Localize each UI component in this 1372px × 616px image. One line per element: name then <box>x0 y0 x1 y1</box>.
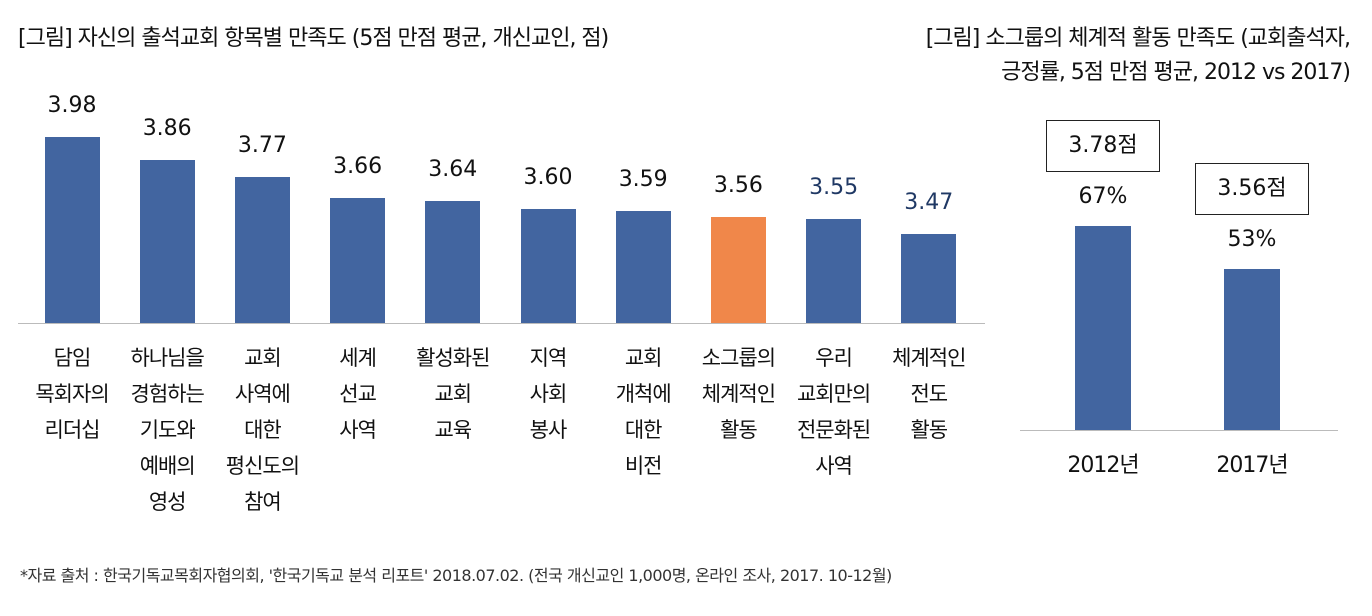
value-label: 3.64 <box>428 157 478 183</box>
category-label: 체계적인 전도 활동 <box>892 346 966 442</box>
bar <box>139 159 195 323</box>
value-label: 53% <box>1227 226 1277 252</box>
bar <box>330 197 386 323</box>
bar <box>44 136 100 323</box>
left-x-axis <box>18 323 985 324</box>
category-label: 2012년 <box>1067 453 1139 478</box>
value-label: 3.86 <box>142 115 192 141</box>
category-label: 담임 목회자의 리더십 <box>35 346 109 442</box>
category-label: 2017년 <box>1216 453 1288 478</box>
category-label: 활성화된 교회 교육 <box>416 346 490 442</box>
right-title-line2: 긍정률, 5점 만점 평균, 2012 vs 2017) <box>1001 60 1351 85</box>
value-label: 3.98 <box>47 92 97 118</box>
bar <box>710 216 766 323</box>
left-chart-title: [그림] 자신의 출석교회 항목별 만족도 (5점 만점 평균, 개신교인, 점… <box>18 26 609 51</box>
value-label: 3.59 <box>618 166 668 192</box>
category-label: 세계 선교 사역 <box>339 346 377 442</box>
value-label: 3.47 <box>904 189 954 215</box>
right-title-line1: [그림] 소그룹의 체계적 활동 만족도 (교회출석자, <box>925 26 1351 51</box>
value-label: 3.56 <box>713 172 763 198</box>
bar <box>901 233 957 323</box>
bar <box>615 210 671 323</box>
value-label: 67% <box>1078 184 1128 210</box>
value-label: 3.77 <box>237 132 287 158</box>
category-label: 지역 사회 봉사 <box>529 346 568 442</box>
category-label: 교회 개척에 대한 비전 <box>615 346 672 478</box>
right-chart-title: [그림] 소그룹의 체계적 활동 만족도 (교회출석자, 긍정률, 5점 만점 … <box>925 22 1351 90</box>
value-label: 3.55 <box>809 174 859 200</box>
bar <box>425 201 481 323</box>
score-box: 3.56점 <box>1195 162 1309 215</box>
bar <box>1075 226 1131 430</box>
category-label: 하나님을 경험하는 기도와 예배의 영성 <box>130 346 205 514</box>
bar <box>806 218 862 323</box>
right-x-axis <box>1020 430 1338 431</box>
category-label: 소그룹의 체계적인 활동 <box>701 346 776 442</box>
category-label: 교회 사역에 대한 평신도의 참여 <box>225 346 300 514</box>
value-label: 3.60 <box>523 165 573 190</box>
category-label: 우리 교회만의 전문화된 사역 <box>796 346 871 478</box>
footnote: *자료 출처 : 한국기독교목회자협의회, '한국기독교 분석 리포트' 201… <box>20 566 892 585</box>
bar <box>1224 268 1280 430</box>
value-label: 3.66 <box>333 153 383 179</box>
score-box: 3.78점 <box>1046 120 1160 173</box>
bar <box>234 176 290 323</box>
bar <box>520 209 576 323</box>
